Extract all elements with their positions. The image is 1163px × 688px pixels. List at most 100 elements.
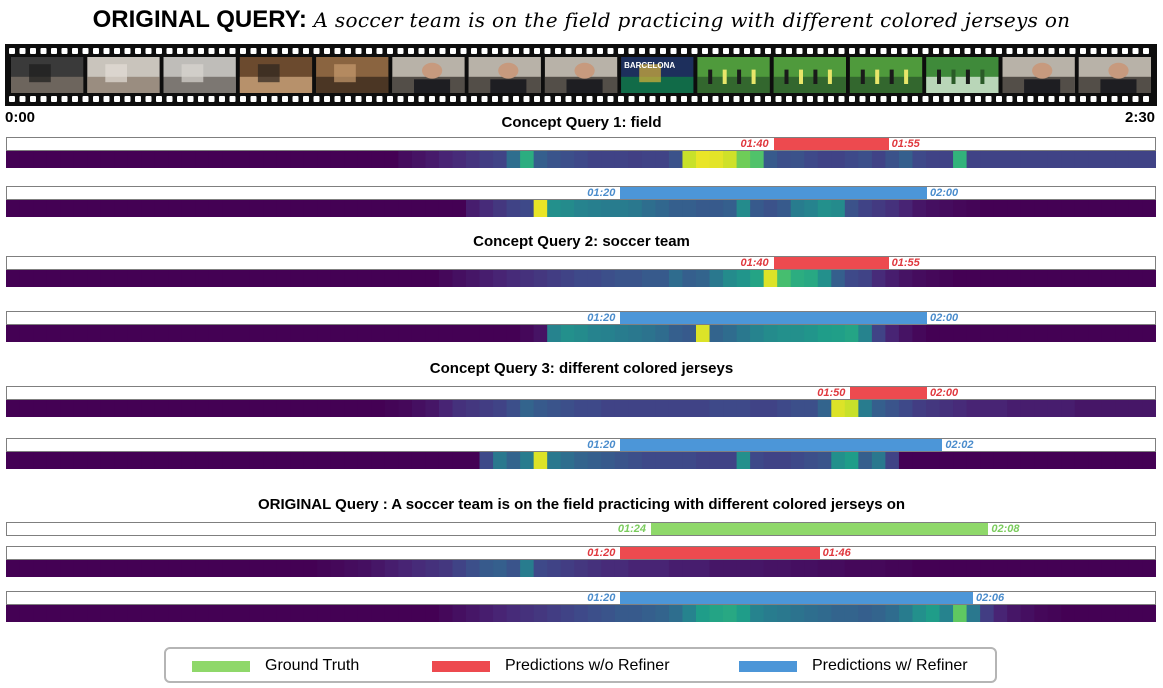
- heatmap-cell: [641, 400, 657, 417]
- sprocket-hole: [597, 48, 603, 54]
- heatmap-cell: [1061, 400, 1076, 417]
- heatmap-cell: [6, 452, 21, 469]
- sprocket-hole: [502, 48, 509, 54]
- heatmap-cell: [181, 452, 197, 469]
- heatmap-cell: [601, 605, 616, 622]
- heatmap-cell: [655, 400, 670, 417]
- heatmap-cell: [317, 560, 332, 577]
- heatmap-cell: [154, 270, 169, 287]
- heatmap-cell: [1115, 200, 1130, 217]
- sprocket-hole: [565, 96, 572, 102]
- sprocket-hole: [261, 48, 267, 54]
- heatmap-cell: [276, 560, 291, 577]
- heatmap-cell: [668, 452, 684, 469]
- sprocket-hole: [450, 48, 456, 54]
- heatmap-cell: [628, 560, 643, 577]
- timeline-start-label: 0:00: [5, 109, 36, 126]
- heatmap-cell: [249, 452, 264, 469]
- sprocket-hole: [240, 96, 246, 102]
- heatmap-cell: [655, 325, 670, 342]
- heatmap-cell: [736, 452, 751, 469]
- heatmap-cell: [831, 400, 846, 417]
- heatmap-cell: [980, 452, 995, 469]
- heatmap-cell: [1034, 400, 1049, 417]
- heatmap-cell: [655, 452, 670, 469]
- heatmap-cell: [317, 452, 332, 469]
- heatmap-cell: [709, 200, 724, 217]
- sprocket-hole: [429, 48, 435, 54]
- heatmap-cell: [750, 560, 765, 577]
- heatmap-cell: [817, 605, 832, 622]
- heatmap-cell: [127, 200, 142, 217]
- heatmap-cell: [696, 560, 711, 577]
- heatmap-cell: [141, 452, 156, 469]
- heatmap-cell: [222, 270, 237, 287]
- heatmap-cell: [898, 270, 914, 287]
- heatmap-cell: [614, 560, 629, 577]
- interval-bar-with-refiner: 01:20 02:02: [6, 438, 1156, 452]
- heatmap-cell: [601, 200, 616, 217]
- heatmap-cell: [357, 560, 372, 577]
- film-frame: [1078, 57, 1151, 93]
- heatmap-cell: [696, 151, 711, 168]
- heatmap-cell: [547, 452, 562, 469]
- heatmap-cell: [249, 400, 264, 417]
- sprocket-hole: [691, 48, 698, 54]
- heatmap-cell: [236, 270, 251, 287]
- section-title: ORIGINAL Query : A soccer team is on the…: [257, 496, 906, 513]
- heatmap-cell: [926, 200, 941, 217]
- heatmap-cell: [168, 325, 183, 342]
- sprocket-hole: [345, 96, 351, 102]
- sprocket-hole: [1027, 96, 1034, 102]
- heatmap-cell: [587, 400, 602, 417]
- sprocket-hole: [135, 48, 141, 54]
- heatmap-cell: [344, 151, 359, 168]
- heatmap-cell: [1074, 200, 1089, 217]
- heatmap-cell: [560, 270, 575, 287]
- heatmap-cell: [100, 452, 115, 469]
- heatmap-cell: [263, 400, 278, 417]
- heatmap-cell: [208, 605, 224, 622]
- heatmap-cell: [46, 270, 61, 287]
- heatmap-cell: [682, 560, 697, 577]
- heatmap-cell: [263, 200, 278, 217]
- sprocket-hole: [30, 48, 36, 54]
- heatmap-cell: [560, 605, 575, 622]
- sprocket-hole: [1143, 96, 1149, 102]
- heatmap-cell: [222, 560, 237, 577]
- heatmap-cell: [1020, 200, 1035, 217]
- heatmap-cell: [114, 560, 129, 577]
- heatmap-cell: [479, 605, 494, 622]
- sprocket-hole: [912, 48, 918, 54]
- heatmap-cell: [330, 200, 345, 217]
- heatmap-cell: [696, 200, 711, 217]
- video-filmstrip: BARCELONA: [5, 44, 1157, 106]
- heatmap-cell: [547, 200, 562, 217]
- sprocket-hole: [208, 48, 215, 54]
- heatmap-cell: [181, 400, 197, 417]
- sprocket-hole: [303, 48, 309, 54]
- heatmap-cell: [953, 151, 968, 168]
- heatmap-cell: [46, 151, 61, 168]
- legend-swatch-ground-truth: [192, 660, 250, 672]
- heatmap-cell: [953, 605, 968, 622]
- heatmap-cell: [763, 325, 778, 342]
- heatmap-cell: [141, 325, 156, 342]
- heatmap-cell: [344, 200, 359, 217]
- heatmap-cell: [574, 325, 589, 342]
- heatmap-cell: [438, 325, 454, 342]
- heatmap-cell: [560, 151, 575, 168]
- sprocket-hole: [366, 48, 372, 54]
- sprocket-hole: [93, 96, 99, 102]
- heatmap-cell: [790, 200, 805, 217]
- heatmap-cell: [533, 325, 548, 342]
- sprocket-hole: [1122, 96, 1128, 102]
- heatmap-cell: [1128, 452, 1144, 469]
- heatmap-cell: [682, 605, 697, 622]
- heatmap-cell: [154, 605, 169, 622]
- heatmap-cell: [709, 400, 724, 417]
- heatmap-cell: [614, 200, 629, 217]
- heatmap-cell: [614, 325, 629, 342]
- sprocket-hole: [555, 48, 561, 54]
- heatmap-cell: [804, 151, 819, 168]
